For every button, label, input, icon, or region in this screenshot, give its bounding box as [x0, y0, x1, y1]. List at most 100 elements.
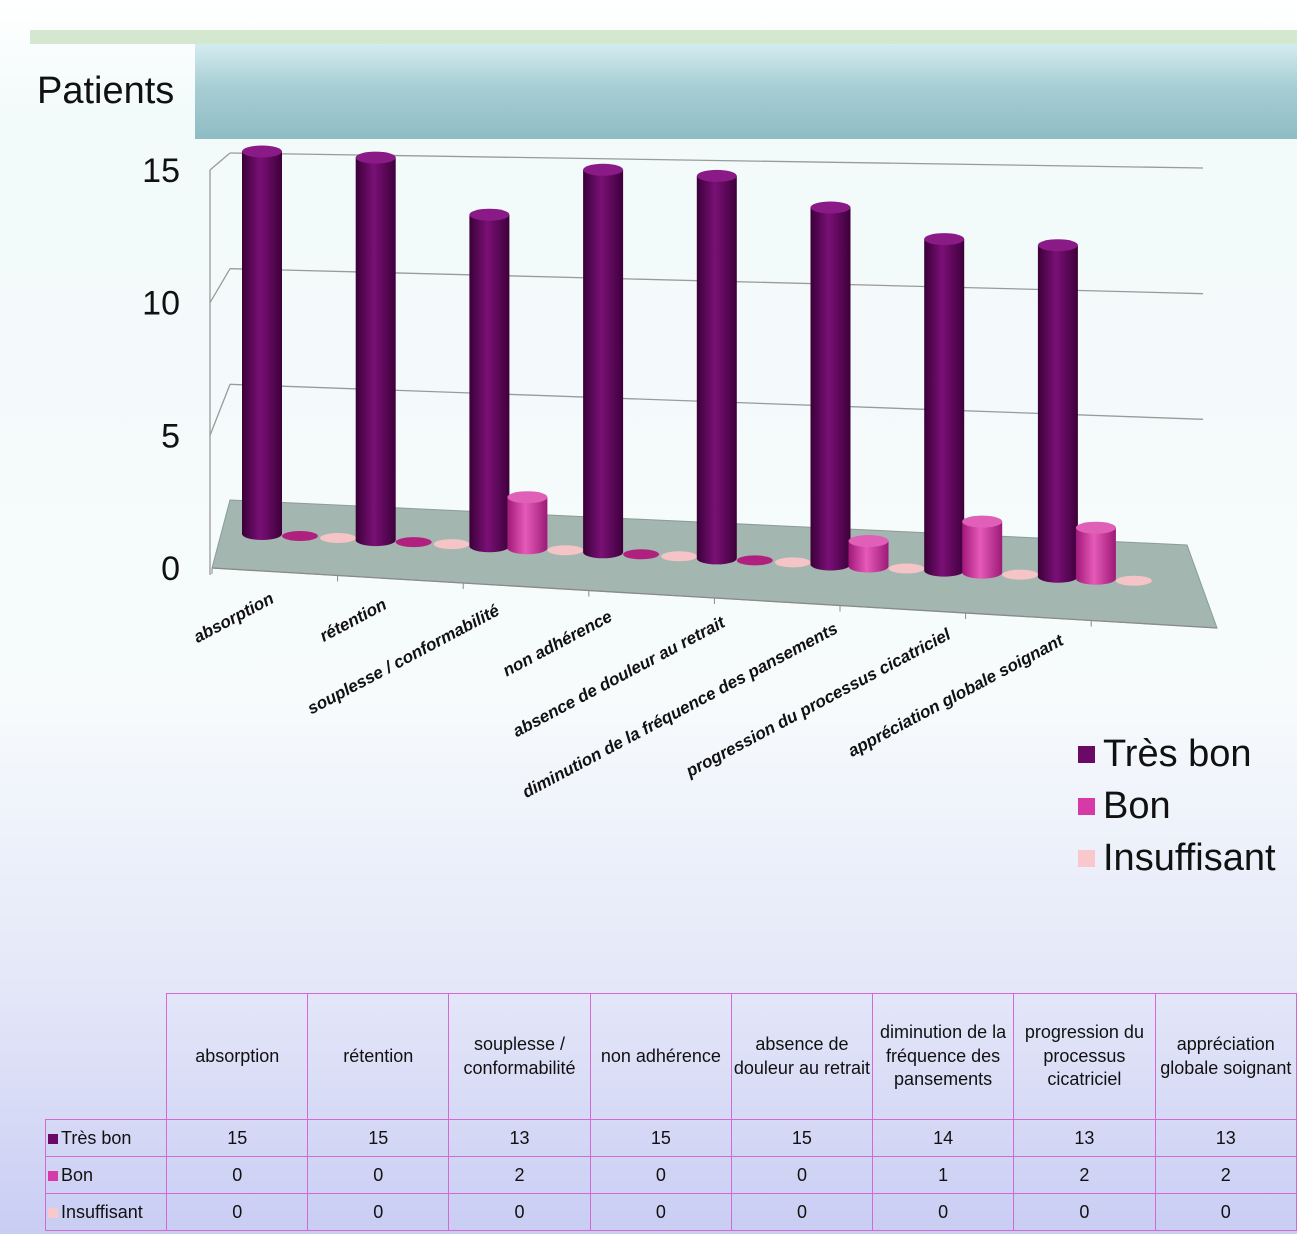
bar-tr-s-bon-3-top: [469, 208, 510, 221]
x-tick-label: rétention: [317, 595, 390, 646]
bar-bon-6-top: [848, 535, 889, 547]
bar-insuffisant-1: [320, 533, 356, 543]
bar-tr-s-bon-8: [1037, 245, 1078, 583]
x-tick-label: progression du processus cicatriciel: [682, 624, 955, 781]
table-cell: 2: [1154, 1156, 1297, 1194]
bar-insuffisant-3: [547, 545, 584, 556]
bar-bon-7: [962, 521, 1003, 579]
y-tick-label: 5: [161, 417, 180, 455]
y-axis-title: Patients: [37, 70, 175, 112]
table-cell: 0: [730, 1156, 873, 1194]
bar-insuffisant-6: [888, 563, 925, 574]
bar-bon-3-top: [507, 491, 548, 504]
bar-insuffisant-7: [1002, 569, 1039, 580]
table-cell: 1: [871, 1156, 1015, 1194]
table-legend-swatch: [48, 1133, 58, 1144]
table-cell: 0: [1154, 1193, 1297, 1231]
bar-insuffisant-5: [774, 557, 811, 568]
table-cell: 0: [307, 1193, 450, 1231]
y-tick-label: 0: [161, 550, 180, 588]
table-legend-swatch: [48, 1170, 58, 1181]
table-series-name: Bon: [61, 1164, 94, 1185]
bar-tr-s-bon-7: [924, 239, 965, 577]
bar-insuffisant-8: [1115, 575, 1152, 586]
table-row-label: Très bon: [44, 1119, 168, 1157]
bar-bon-8: [1075, 527, 1116, 585]
table-cell: 0: [589, 1156, 732, 1194]
y-tick-label: 15: [142, 152, 180, 190]
table-cell: 0: [307, 1156, 450, 1194]
table-cell: 15: [730, 1119, 873, 1157]
bar-insuffisant-2: [433, 539, 470, 550]
table-cell: 14: [871, 1119, 1015, 1157]
bar-bon-5: [736, 555, 773, 566]
bar-tr-s-bon-1-top: [242, 145, 282, 158]
table-column-header: absence de douleur au retrait: [730, 993, 873, 1120]
legend-label: Très bon: [1103, 732, 1252, 775]
table-column-header: diminution de la fréquence des pansement…: [871, 993, 1015, 1120]
table-cell: 2: [1013, 1156, 1156, 1194]
table-cell: 0: [166, 1193, 309, 1231]
legend-swatch: [1078, 849, 1095, 867]
bar-bon-1: [282, 531, 318, 541]
table-row-label: Insuffisant: [44, 1193, 168, 1231]
table-cell: 13: [1013, 1119, 1156, 1157]
gridline-depth: [209, 384, 231, 436]
data-table: absorption rétention souplesse / conformab…: [44, 993, 1297, 1231]
x-tick-label: absorption: [190, 589, 276, 647]
bar-bon-2: [395, 537, 432, 548]
table-corner: [45, 993, 168, 1120]
bar-tr-s-bon-4-top: [583, 163, 624, 176]
bar-bon-4: [623, 549, 660, 560]
table-column-header: non adhérence: [589, 993, 732, 1120]
bar-tr-s-bon-2-top: [355, 151, 396, 164]
legend-item: Très bon: [1078, 728, 1276, 780]
bar-tr-s-bon-8-top: [1037, 239, 1078, 252]
table-row: Bon 0 0 2 0 0 1 2 2: [44, 1156, 1297, 1194]
header-strip: [195, 44, 1297, 139]
table-cell: 0: [166, 1156, 309, 1194]
legend-label: Bon: [1103, 784, 1171, 827]
bar-tr-s-bon-2: [355, 157, 396, 547]
bar-tr-s-bon-1: [242, 151, 282, 540]
table-row-label: Bon: [44, 1156, 168, 1194]
gridline-depth: [209, 152, 231, 171]
legend-label: Insuffisant: [1103, 836, 1276, 879]
table-series-name: Très bon: [61, 1127, 132, 1148]
table-column-header: absorption: [166, 993, 309, 1120]
x-tick-label: non adhérence: [500, 607, 616, 681]
y-tick-label: 10: [142, 285, 180, 323]
table-cell: 2: [448, 1156, 591, 1194]
table-cell: 13: [448, 1119, 591, 1157]
bar-tr-s-bon-6: [810, 207, 851, 571]
bar-bon-7-top: [962, 515, 1003, 528]
table-series-name: Insuffisant: [61, 1201, 143, 1222]
bar-tr-s-bon-6-top: [810, 201, 851, 214]
table-legend-swatch: [48, 1207, 58, 1218]
table-cell: 0: [589, 1193, 732, 1231]
bar-bon-8-top: [1075, 521, 1116, 534]
table-cell: 0: [1013, 1193, 1156, 1231]
table-row: Très bon 15 15 13 15 15 14 13 13: [44, 1119, 1297, 1157]
table-cell: 0: [730, 1193, 873, 1231]
x-tick-label: souplesse / conformabilité: [304, 601, 502, 718]
table-row: Insuffisant 0 0 0 0 0 0 0 0: [44, 1193, 1297, 1231]
legend-swatch: [1078, 797, 1095, 815]
table-cell: 0: [448, 1193, 591, 1231]
table-cell: 0: [871, 1193, 1015, 1231]
table-column-header: souplesse / conformabilité: [448, 993, 591, 1120]
legend-item: Bon: [1078, 780, 1276, 832]
bar-tr-s-bon-5-top: [696, 169, 737, 182]
x-tick-label: absence de douleur au retrait: [510, 612, 729, 741]
table-column-header: rétention: [307, 993, 450, 1120]
table-cell: 15: [589, 1119, 732, 1157]
x-tick-label: appréciation globale soignant: [845, 630, 1068, 760]
bar-bon-6: [848, 541, 889, 573]
table-cell: 15: [307, 1119, 450, 1157]
table-cell: 13: [1154, 1119, 1297, 1157]
table-cell: 15: [166, 1119, 309, 1157]
bar-tr-s-bon-4: [583, 169, 624, 559]
bar-tr-s-bon-7-top: [924, 233, 965, 246]
table-column-header: appréciation globale soignant: [1154, 993, 1297, 1120]
